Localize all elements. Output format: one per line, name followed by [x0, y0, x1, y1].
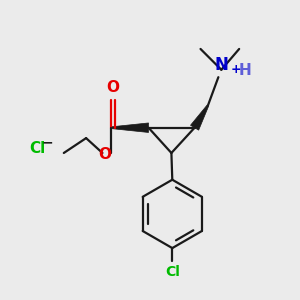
Text: O: O: [98, 147, 111, 162]
Text: N: N: [214, 56, 228, 74]
Text: +: +: [231, 63, 242, 76]
Text: −: −: [41, 135, 53, 149]
Polygon shape: [190, 105, 209, 130]
Text: O: O: [106, 80, 119, 95]
Polygon shape: [111, 123, 148, 133]
Text: H: H: [239, 63, 251, 78]
Text: Cl: Cl: [165, 265, 180, 279]
Text: Cl: Cl: [30, 141, 46, 156]
